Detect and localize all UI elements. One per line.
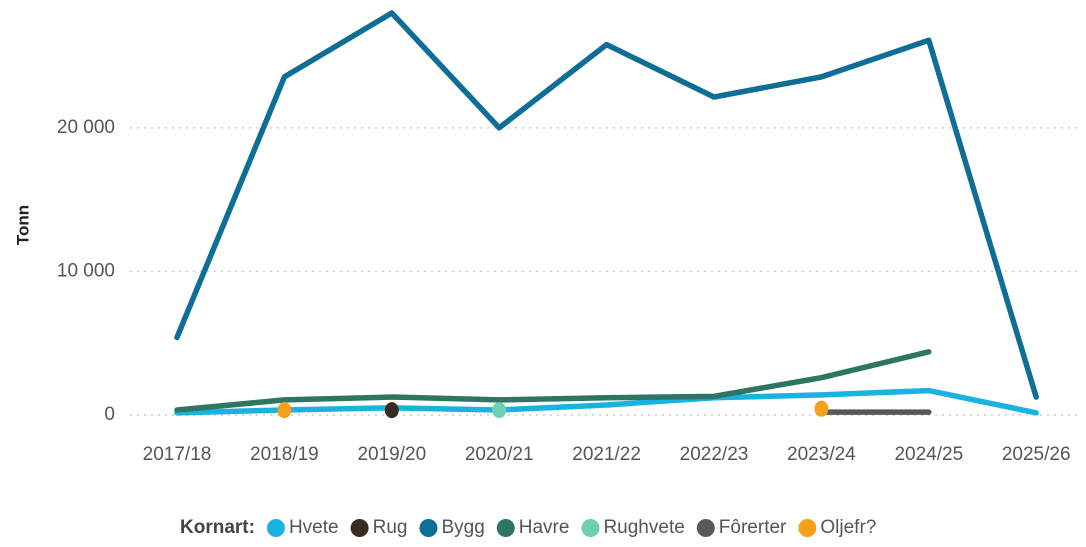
legend-marker <box>696 519 715 537</box>
legend-marker <box>581 519 600 537</box>
legend-label: Fôrerter <box>719 517 787 538</box>
legend-label: Hvete <box>289 517 339 538</box>
legend-marker <box>266 519 285 537</box>
point <box>384 402 399 419</box>
x-tick-label: 2022/23 <box>680 444 749 465</box>
legend-label: Oljefr? <box>820 517 876 538</box>
legend-title: Kornart: <box>180 517 255 538</box>
legend-label: Bygg <box>441 517 484 538</box>
x-tick-label: 2017/18 <box>143 444 212 465</box>
y-tick-label: 10 000 <box>57 260 115 281</box>
legend-label: Rughvete <box>603 517 684 538</box>
y-tick-label: 20 000 <box>57 117 115 138</box>
y-axis-label: Tonn <box>13 205 32 245</box>
legend-marker <box>350 519 369 537</box>
x-tick-label: 2023/24 <box>787 444 856 465</box>
point <box>492 402 507 419</box>
x-tick-label: 2024/25 <box>894 444 963 465</box>
y-tick-label: 0 <box>104 404 115 425</box>
x-tick-label: 2025/26 <box>1002 444 1071 465</box>
line <box>174 349 932 413</box>
legend-marker <box>496 519 515 537</box>
line <box>174 10 1039 400</box>
legend-label: Rug <box>373 517 408 538</box>
x-tick-label: 2021/22 <box>572 444 641 465</box>
x-tick-label: 2019/20 <box>357 444 426 465</box>
x-tick-label: 2018/19 <box>250 444 319 465</box>
legend-marker <box>798 519 817 537</box>
point <box>814 400 829 417</box>
x-tick-label: 2020/21 <box>465 444 534 465</box>
legend-label: Havre <box>519 517 570 538</box>
point <box>277 402 292 419</box>
line <box>174 387 1039 416</box>
legend-marker <box>419 519 438 537</box>
